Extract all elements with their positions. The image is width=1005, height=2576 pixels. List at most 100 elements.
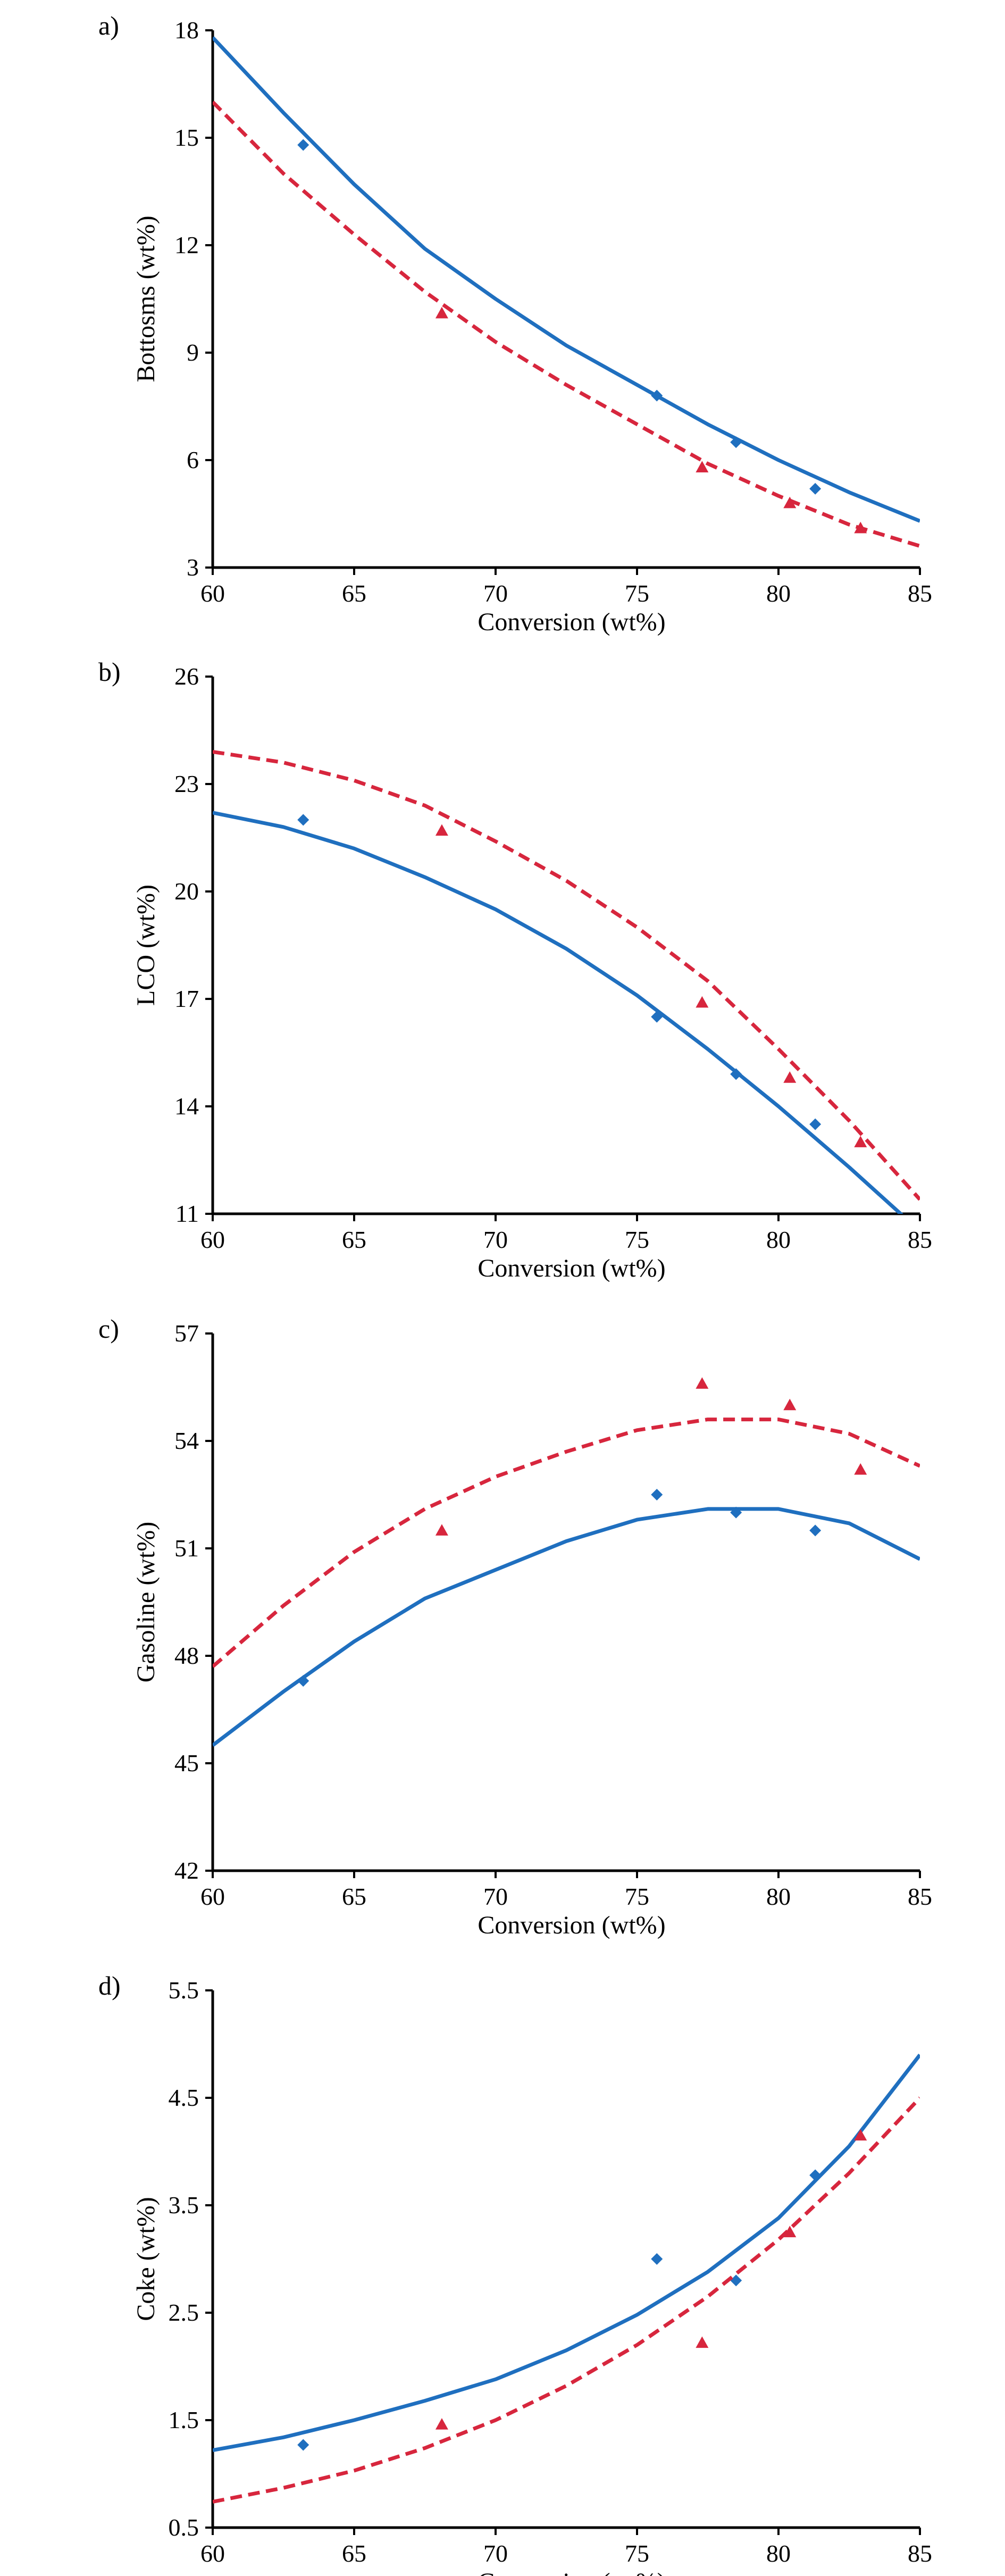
fit-curve-dashed bbox=[213, 749, 920, 1201]
y-tick-label: 42 bbox=[174, 1857, 199, 1884]
panel-label: b) bbox=[98, 657, 121, 687]
data-point-triangle bbox=[435, 1524, 448, 1536]
data-point-triangle bbox=[435, 306, 448, 319]
y-tick-label: 14 bbox=[174, 1093, 199, 1120]
data-point-triangle bbox=[783, 2225, 797, 2238]
data-point-triangle bbox=[435, 824, 448, 836]
x-tick-label: 60 bbox=[200, 1226, 225, 1253]
data-point-triangle bbox=[696, 1377, 709, 1389]
y-tick-label: 2.5 bbox=[169, 2299, 199, 2326]
fit-curve-solid bbox=[213, 1507, 920, 1747]
data-point-diamond bbox=[730, 1506, 742, 1519]
chart-panel: b) 11 14 17 20 23 26 60 65 70 75 80 85 Conversion (wt… bbox=[98, 657, 932, 1282]
y-tick-label: 51 bbox=[174, 1535, 199, 1562]
x-tick-label: 75 bbox=[625, 1883, 649, 1910]
data-point-triangle bbox=[854, 1463, 867, 1475]
x-tick-label: 65 bbox=[342, 1226, 366, 1253]
x-axis-title: Conversion (wt%) bbox=[478, 1911, 665, 1939]
x-tick-label: 70 bbox=[483, 580, 508, 607]
x-tick-label: 80 bbox=[766, 2540, 791, 2567]
y-tick-label: 23 bbox=[174, 770, 199, 797]
data-point-triangle bbox=[854, 2129, 867, 2141]
x-tick-label: 65 bbox=[342, 580, 366, 607]
x-tick-label: 85 bbox=[908, 1226, 932, 1253]
data-point-triangle bbox=[783, 496, 797, 508]
data-point-diamond bbox=[809, 482, 822, 495]
y-axis-title: Coke (wt%) bbox=[132, 2197, 160, 2321]
data-point-diamond bbox=[809, 1524, 822, 1537]
y-axis-title: Gasoline (wt%) bbox=[132, 1522, 160, 1683]
y-tick-label: 3.5 bbox=[169, 2191, 199, 2219]
y-tick-label: 6 bbox=[187, 446, 199, 473]
data-point-triangle bbox=[854, 1136, 867, 1147]
x-tick-label: 60 bbox=[200, 2540, 225, 2567]
data-point-diamond bbox=[809, 2169, 822, 2181]
data-point-triangle bbox=[435, 2418, 448, 2430]
x-tick-label: 70 bbox=[483, 1883, 508, 1910]
y-tick-label: 20 bbox=[174, 878, 199, 905]
panel-label: a) bbox=[98, 11, 119, 40]
y-axis-title: LCO (wt%) bbox=[132, 885, 160, 1006]
y-tick-label: 11 bbox=[175, 1200, 199, 1227]
data-point-diamond bbox=[809, 1118, 822, 1130]
y-tick-label: 54 bbox=[174, 1427, 199, 1454]
fit-curve-dashed bbox=[213, 101, 920, 548]
data-point-diamond bbox=[730, 1068, 742, 1080]
x-tick-label: 80 bbox=[766, 1883, 791, 1910]
data-point-diamond bbox=[730, 436, 742, 448]
data-point-diamond bbox=[730, 2274, 742, 2287]
data-point-triangle bbox=[696, 461, 709, 473]
data-point-triangle bbox=[696, 2336, 709, 2348]
x-tick-label: 85 bbox=[908, 1883, 932, 1910]
x-tick-label: 65 bbox=[342, 1883, 366, 1910]
x-axis-title: Conversion (wt%) bbox=[478, 1254, 665, 1282]
data-point-triangle bbox=[854, 521, 867, 533]
x-tick-label: 70 bbox=[483, 2540, 508, 2567]
data-point-diamond bbox=[297, 139, 309, 151]
y-tick-label: 57 bbox=[174, 1320, 199, 1347]
y-tick-label: 0.5 bbox=[169, 2514, 199, 2541]
x-tick-label: 65 bbox=[342, 2540, 366, 2567]
panel-label: d) bbox=[98, 1971, 121, 2000]
data-point-diamond bbox=[297, 2439, 309, 2451]
x-tick-label: 80 bbox=[766, 580, 791, 607]
y-tick-label: 12 bbox=[174, 231, 199, 259]
data-point-triangle bbox=[783, 1071, 797, 1083]
data-point-diamond bbox=[651, 1011, 663, 1023]
y-tick-label: 4.5 bbox=[169, 2084, 199, 2111]
y-tick-label: 5.5 bbox=[169, 1977, 199, 2004]
data-point-diamond bbox=[297, 814, 309, 826]
y-tick-label: 18 bbox=[174, 16, 199, 44]
y-tick-label: 48 bbox=[174, 1642, 199, 1669]
data-point-triangle bbox=[696, 996, 709, 1008]
fit-curve-solid bbox=[213, 811, 903, 1214]
x-tick-label: 85 bbox=[908, 580, 932, 607]
y-tick-label: 26 bbox=[174, 663, 199, 690]
y-tick-label: 15 bbox=[174, 124, 199, 151]
data-point-diamond bbox=[651, 1489, 663, 1500]
data-point-diamond bbox=[297, 1675, 309, 1687]
x-tick-label: 85 bbox=[908, 2540, 932, 2567]
x-axis-title: Conversion (wt%) bbox=[478, 608, 665, 636]
x-tick-label: 70 bbox=[483, 1226, 508, 1253]
x-tick-label: 75 bbox=[625, 580, 649, 607]
x-axis-title: Conversion (wt%) bbox=[478, 2568, 665, 2576]
fit-curve-dashed bbox=[213, 2096, 920, 2504]
x-tick-label: 60 bbox=[200, 1883, 225, 1910]
x-tick-label: 80 bbox=[766, 1226, 791, 1253]
chart-panel: d) 0.5 1.5 2.5 3.5 4.5 5.5 60 65 70 75 80 85 Conversi… bbox=[98, 1971, 932, 2576]
x-tick-label: 75 bbox=[625, 2540, 649, 2567]
chart-panel: c) 42 45 48 51 54 57 60 65 70 75 80 85 Conversion (wt… bbox=[98, 1314, 932, 1939]
fit-curve-solid bbox=[213, 36, 920, 523]
y-axis-title: Bottosms (wt%) bbox=[132, 215, 160, 382]
y-tick-label: 45 bbox=[174, 1749, 199, 1777]
data-point-diamond bbox=[651, 389, 663, 402]
y-tick-label: 1.5 bbox=[169, 2406, 199, 2433]
y-tick-label: 17 bbox=[174, 985, 199, 1012]
data-point-triangle bbox=[783, 1398, 797, 1411]
chart-panel: a) 3 6 9 12 15 18 60 65 70 75 80 85 Conversion (wt%) B… bbox=[98, 11, 932, 636]
data-point-diamond bbox=[651, 2253, 663, 2265]
y-tick-label: 9 bbox=[187, 339, 199, 366]
